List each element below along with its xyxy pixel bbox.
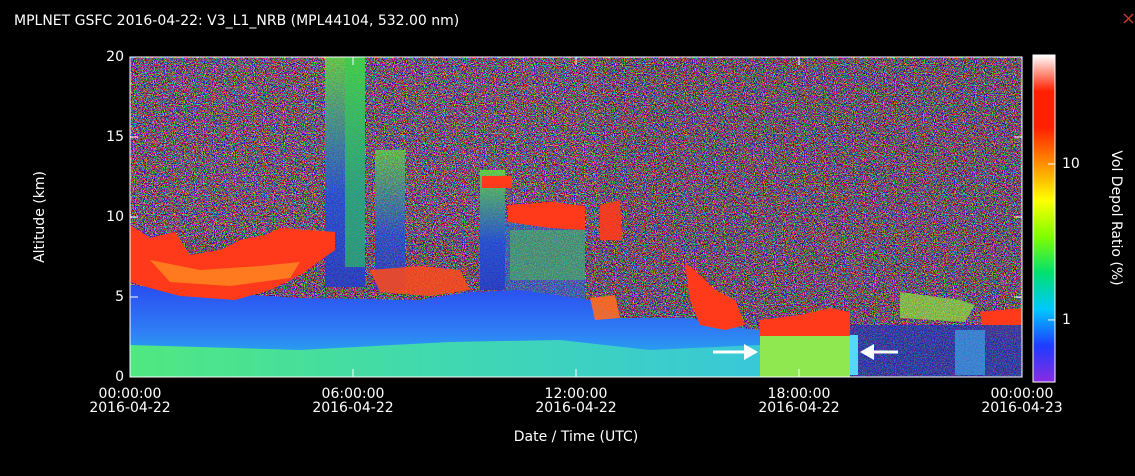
cloud-column: [375, 150, 405, 290]
close-icon[interactable]: [1123, 13, 1134, 24]
cloud-layer: [370, 266, 470, 296]
y-axis-label: Altitude (km): [32, 171, 48, 263]
x-tick-date: 2016-04-22: [312, 400, 393, 416]
x-tick-date: 2016-04-22: [535, 400, 616, 416]
x-tick-date: 2016-04-23: [981, 400, 1062, 416]
colorbar-tick-label: 1: [1062, 312, 1071, 328]
arrow-head: [860, 344, 874, 360]
y-tick-label: 15: [106, 129, 124, 145]
x-tick-date: 2016-04-22: [758, 400, 839, 416]
cloud-layer: [685, 262, 745, 330]
x-tick-time: 12:00:00: [545, 386, 608, 402]
y-tick-label: 20: [106, 49, 124, 65]
surface-layer: [955, 330, 985, 375]
cloud-layer: [900, 292, 975, 322]
arrow: [713, 344, 758, 360]
x-tick-time: 00:00:00: [991, 386, 1054, 402]
arrow-head: [744, 344, 758, 360]
arrow: [860, 344, 898, 360]
cloud-column: [345, 57, 365, 267]
x-tick-date: 2016-04-22: [89, 400, 170, 416]
cloud-layer: [590, 295, 620, 320]
cloud-layer: [482, 176, 512, 188]
cloud-layer: [760, 308, 850, 338]
curtain-image: [130, 57, 1022, 377]
x-tick-time: 06:00:00: [322, 386, 385, 402]
x-tick-time: 00:00:00: [99, 386, 162, 402]
y-tick-label: 5: [115, 289, 124, 305]
colorbar-tick-label: 10: [1062, 156, 1080, 172]
cloud-layer: [150, 260, 300, 286]
x-tick-time: 18:00:00: [768, 386, 831, 402]
surface-layer: [760, 336, 850, 377]
cloud-column: [510, 230, 585, 280]
close-stroke[interactable]: [1123, 13, 1134, 24]
y-tick-label: 10: [106, 209, 124, 225]
surface-layer: [850, 335, 858, 375]
surface-layer: [130, 340, 760, 377]
colorbar: [1032, 54, 1056, 383]
y-tick-label: 0: [115, 369, 124, 385]
chart-title: MPLNET GSFC 2016-04-22: V3_L1_NRB (MPL44…: [14, 13, 459, 29]
colorbar-label: Vol Depol Ratio (%): [1108, 150, 1124, 285]
cloud-layer: [600, 200, 622, 240]
x-axis-label: Date / Time (UTC): [514, 429, 638, 445]
cloud-column: [480, 170, 505, 290]
cloud-layer: [508, 202, 585, 230]
